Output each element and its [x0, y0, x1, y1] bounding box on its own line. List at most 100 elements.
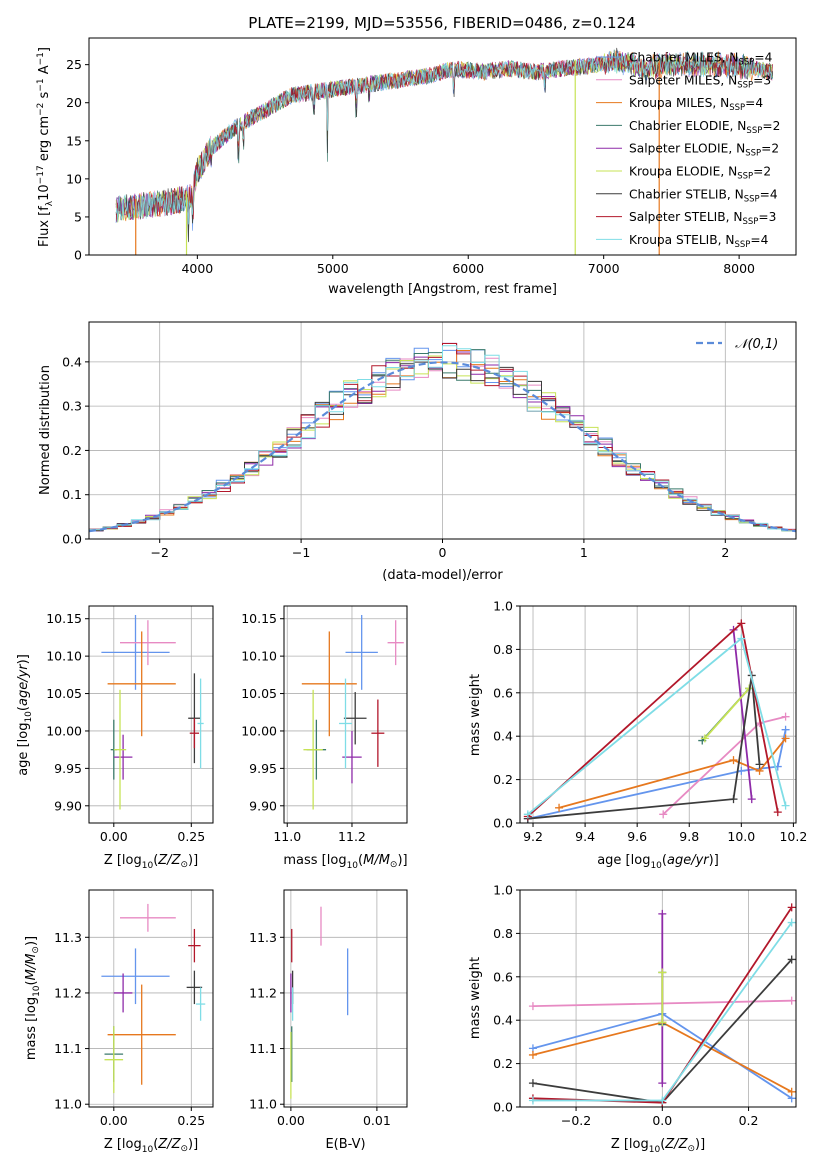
- errorbar-kroupa-elodie: [113, 689, 127, 810]
- series-marker: [729, 795, 738, 804]
- x-tick-label: 0.0: [652, 1113, 672, 1128]
- series-marker: [781, 712, 790, 721]
- legend-entry-name: Salpeter STELIB: [629, 210, 726, 224]
- legend-entry-nssp-sub: SSP: [729, 103, 745, 113]
- series-marker: [658, 968, 667, 977]
- x-axis-label: Z [log10(Z/Z⊙)]: [104, 1137, 198, 1155]
- x-tick-label: 0: [439, 545, 447, 560]
- series-marker: [755, 760, 764, 769]
- x-tick-label: 1: [580, 545, 588, 560]
- y-tick-label: 0.2: [62, 443, 82, 458]
- errorbar-chabrier-miles: [101, 948, 170, 1005]
- x-axis-label-part: (: [153, 853, 158, 868]
- y-tick-label: 0.2: [493, 1056, 513, 1071]
- legend-entry-nssp-sub: SSP: [745, 149, 761, 159]
- y-tick-label: 11.3: [249, 930, 277, 945]
- errorbar-kroupa-miles: [107, 631, 176, 737]
- x-tick-label: 0.01: [363, 1113, 391, 1128]
- series-marker: [781, 801, 790, 810]
- series-line: [527, 675, 761, 820]
- series-marker: [528, 1002, 537, 1011]
- errorbar-salpeter-stelib: [188, 928, 201, 963]
- errorbar-kroupa-elodie: [104, 1026, 124, 1094]
- y-axis-label-part: 10: [37, 184, 52, 201]
- legend-entry-nssp-label: , N: [720, 165, 737, 179]
- x-axis-label: age [log10(age/yr)]: [597, 853, 719, 871]
- y-tick-label: 10.15: [46, 611, 82, 626]
- y-axis-label-part: mass [log: [24, 997, 39, 1060]
- legend-entry-nssp-eq: =: [760, 187, 770, 201]
- weight-vs-metallicity-panel: −0.2 0.0 0.2 0.0 0.2 0.4 0.6 0.8 1.0 Z [log10(Z/Z…: [468, 883, 797, 1155]
- x-axis-label: wavelength [Angstrom, rest frame]: [328, 282, 557, 297]
- series-marker: [658, 1096, 667, 1105]
- y-axis-label-part: −1: [36, 78, 46, 91]
- errorbar-salpeter-stelib: [189, 718, 200, 749]
- axes-frame: [519, 889, 797, 1108]
- plot-area: [528, 903, 796, 1107]
- y-axis-label-part: s: [37, 91, 52, 102]
- series-line: [527, 621, 779, 818]
- axes-frame: [88, 37, 797, 256]
- axis-label-part: )]: [709, 853, 719, 868]
- x-tick-label: 11.0: [273, 829, 301, 844]
- axis-label-part: (: [16, 706, 31, 711]
- x-axis-label: Z [log10(Z/Z⊙)]: [104, 853, 198, 871]
- y-tick-label: 0.6: [493, 969, 513, 984]
- x-tick-label: 10.2: [779, 829, 807, 844]
- y-tick-label: 0.1: [62, 487, 82, 502]
- legend-entry-salpeter-elodie: Salpeter ELODIE, NSSP=2: [629, 142, 779, 159]
- x-axis-label-part: ⊙: [180, 1144, 188, 1154]
- legend-entry-nssp-sub: SSP: [737, 172, 753, 182]
- errorbar-kroupa-stelib: [197, 678, 204, 769]
- legend-entry-nssp-label: , N: [730, 119, 747, 133]
- legend-entry-nssp-label: , N: [728, 142, 745, 156]
- errorbar-salpeter-miles: [387, 620, 404, 666]
- errorbar-salpeter-miles: [120, 903, 176, 932]
- x-axis-label-part: Z [log: [611, 1137, 649, 1152]
- y-tick-label: 9.90: [54, 798, 82, 813]
- spectrum-line-kroupa-stelib: [115, 51, 774, 225]
- x-axis-label-part: 10: [142, 1145, 154, 1155]
- legend-entry-nssp-eq: =: [762, 119, 772, 133]
- age-vs-mass-panel: 11.0 11.2 9.90 9.95 10.00 10.05 10.10 10.15 mass…: [241, 605, 408, 871]
- axis-label-part: age [log: [16, 723, 31, 776]
- legend-entry-chabrier-stelib: Chabrier STELIB, NSSP=4: [629, 187, 778, 204]
- legend-entry-nssp-sub: SSP: [737, 80, 753, 90]
- legend-entry-nssp-eq: =: [753, 165, 763, 179]
- legend-entry-name: Chabrier STELIB: [629, 187, 727, 201]
- errorbar-chabrier-stelib: [186, 970, 203, 1005]
- x-axis-label-part: 10: [649, 1145, 661, 1155]
- x-tick-label: −0.2: [561, 1113, 591, 1128]
- errorbar-kroupa-miles: [107, 984, 176, 1085]
- errorbar-salpeter-elodie: [113, 973, 133, 1013]
- series-salpeter-miles: [659, 712, 790, 819]
- series-marker: [737, 634, 746, 643]
- x-tick-label: 7000: [588, 261, 620, 276]
- y-tick-label: 10.10: [241, 649, 277, 664]
- x-axis-label-part: ⊙: [687, 1144, 695, 1154]
- x-axis-label-part: mass [log: [283, 853, 346, 868]
- y-tick-label: 11.1: [249, 1041, 277, 1056]
- x-axis-label-part: 10: [142, 861, 154, 871]
- series-marker: [737, 766, 746, 775]
- series-marker: [747, 795, 756, 804]
- plot-area: [101, 614, 204, 810]
- x-tick-label: 9.6: [627, 829, 647, 844]
- x-tick-label: 6000: [452, 261, 484, 276]
- normal-reference-curve: [89, 361, 796, 533]
- series-marker: [787, 955, 796, 964]
- weight-vs-age-panel: 9.2 9.4 9.6 9.8 10.0 10.2 0.0 0.2 0.4 0.6 0.8 1.0 ag…: [468, 599, 807, 872]
- y-tick-label: 11.3: [54, 930, 82, 945]
- x-tick-label: 0.25: [177, 829, 205, 844]
- series-marker: [781, 725, 790, 734]
- y-tick-label: 10.00: [241, 723, 277, 738]
- series-marker: [555, 803, 564, 812]
- errorbar-kroupa-miles: [301, 631, 357, 737]
- legend-entry-nssp: 2: [771, 142, 779, 156]
- axes-frame: [283, 605, 408, 824]
- series-marker: [787, 996, 796, 1005]
- legend-entry-nssp-sub: SSP: [735, 240, 751, 250]
- errorbar-kroupa-stelib: [339, 678, 352, 769]
- y-tick-label: 0.8: [493, 926, 513, 941]
